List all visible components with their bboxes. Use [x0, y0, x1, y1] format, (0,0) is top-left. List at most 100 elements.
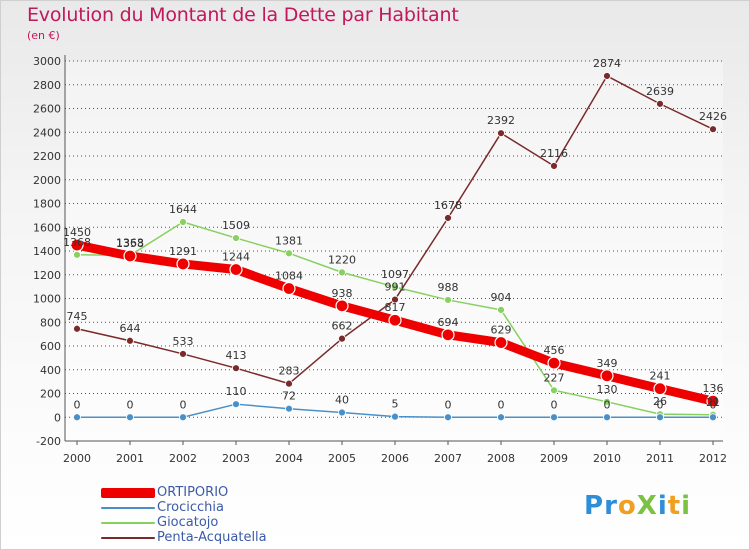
- x-tick-label: 2003: [222, 452, 250, 465]
- data-label: 988: [438, 281, 459, 294]
- legend-swatch: [101, 521, 155, 524]
- legend-item: ORTIPORIO: [101, 485, 341, 500]
- data-label: 136: [703, 382, 724, 395]
- data-label: 2639: [646, 85, 674, 98]
- data-point: [73, 324, 81, 333]
- data-label: 40: [335, 394, 349, 407]
- data-label: 1097: [381, 268, 409, 281]
- data-point: [229, 262, 243, 277]
- data-label: 0: [710, 398, 717, 411]
- data-label: 0: [498, 398, 505, 411]
- y-tick-label: -200: [36, 435, 61, 448]
- data-label: 904: [491, 291, 512, 304]
- data-point: [494, 335, 508, 350]
- x-tick-label: 2011: [646, 452, 674, 465]
- x-tick-label: 2008: [487, 452, 515, 465]
- legend: ORTIPORIO Crocicchia Giocatojo Penta-Acquat…: [101, 485, 341, 545]
- y-tick-label: 3000: [33, 55, 61, 68]
- x-tick-label: 2005: [328, 452, 356, 465]
- data-point: [600, 369, 614, 383]
- y-tick-label: 200: [40, 388, 61, 401]
- y-tick-label: 2000: [33, 174, 61, 187]
- data-point: [444, 296, 452, 304]
- legend-label: Crocicchia: [157, 500, 224, 515]
- x-tick-label: 2009: [540, 452, 568, 465]
- data-point: [603, 72, 611, 80]
- data-label: 283: [279, 365, 300, 378]
- data-label: 2426: [699, 110, 727, 123]
- y-tick-label: 1200: [33, 269, 61, 282]
- data-label: 745: [67, 310, 88, 323]
- data-label: 694: [438, 316, 459, 329]
- legend-item: Giocatojo: [101, 515, 341, 530]
- data-point: [179, 218, 187, 226]
- y-tick-label: 1000: [33, 293, 61, 306]
- data-label: 817: [385, 301, 406, 314]
- brand-letter: o: [617, 491, 637, 521]
- y-tick-label: 1800: [33, 198, 61, 211]
- legend-swatch: [101, 506, 155, 509]
- data-point: [550, 386, 558, 395]
- data-point: [388, 313, 402, 327]
- data-label: 456: [544, 344, 565, 357]
- data-label: 349: [597, 357, 618, 370]
- legend-label: Penta-Acquatella: [157, 530, 267, 545]
- data-point: [550, 413, 558, 422]
- data-label: 533: [173, 335, 194, 348]
- y-tick-label: 2400: [33, 126, 61, 139]
- x-tick-label: 2010: [593, 452, 621, 465]
- data-point: [123, 249, 137, 263]
- data-label: 227: [544, 371, 565, 384]
- x-tick-label: 2000: [63, 452, 91, 465]
- data-label: 2874: [593, 57, 621, 70]
- data-point: [391, 412, 399, 421]
- data-point: [653, 382, 667, 396]
- legend-item: Penta-Acquatella: [101, 530, 341, 545]
- data-point: [179, 413, 187, 422]
- data-point: [282, 281, 296, 296]
- data-label: 1363: [116, 236, 144, 249]
- x-tick-label: 2004: [275, 452, 303, 465]
- legend-item: Crocicchia: [101, 500, 341, 515]
- data-label: 2116: [540, 147, 568, 160]
- data-label: 130: [597, 383, 618, 396]
- data-point: [338, 408, 346, 417]
- data-label: 413: [226, 349, 247, 362]
- y-tick-label: 2600: [33, 103, 61, 116]
- data-point: [656, 99, 664, 108]
- data-point: [444, 214, 452, 222]
- y-tick-label: 600: [40, 340, 61, 353]
- x-tick-label: 2002: [169, 452, 197, 465]
- data-label: 110: [226, 385, 247, 398]
- x-tick-label: 2006: [381, 452, 409, 465]
- data-point: [709, 413, 717, 422]
- data-point: [603, 397, 611, 406]
- brand-letter: t: [667, 491, 682, 521]
- brand-letter: X: [636, 491, 658, 521]
- brand-letter: i: [681, 491, 692, 521]
- data-point: [285, 379, 293, 388]
- data-point: [547, 356, 561, 370]
- data-label: 1358: [116, 237, 144, 250]
- data-label: 1084: [275, 270, 303, 283]
- x-tick-label: 2001: [116, 452, 144, 465]
- legend-swatch: [101, 487, 155, 498]
- data-point: [126, 336, 134, 345]
- data-label: 938: [332, 287, 353, 300]
- y-tick-label: 2200: [33, 150, 61, 163]
- data-label: 991: [385, 281, 406, 294]
- data-label: 0: [445, 398, 452, 411]
- data-point: [176, 257, 190, 271]
- data-point: [232, 234, 240, 242]
- data-point: [706, 394, 720, 408]
- data-point: [497, 129, 505, 138]
- x-tick-label: 2007: [434, 452, 462, 465]
- data-label: 0: [180, 398, 187, 411]
- legend-label: ORTIPORIO: [157, 485, 229, 500]
- data-label: 1381: [275, 234, 303, 247]
- data-label: 21: [706, 396, 720, 409]
- brand-letter: i: [657, 491, 668, 521]
- data-point: [338, 334, 346, 343]
- data-point: [232, 364, 240, 373]
